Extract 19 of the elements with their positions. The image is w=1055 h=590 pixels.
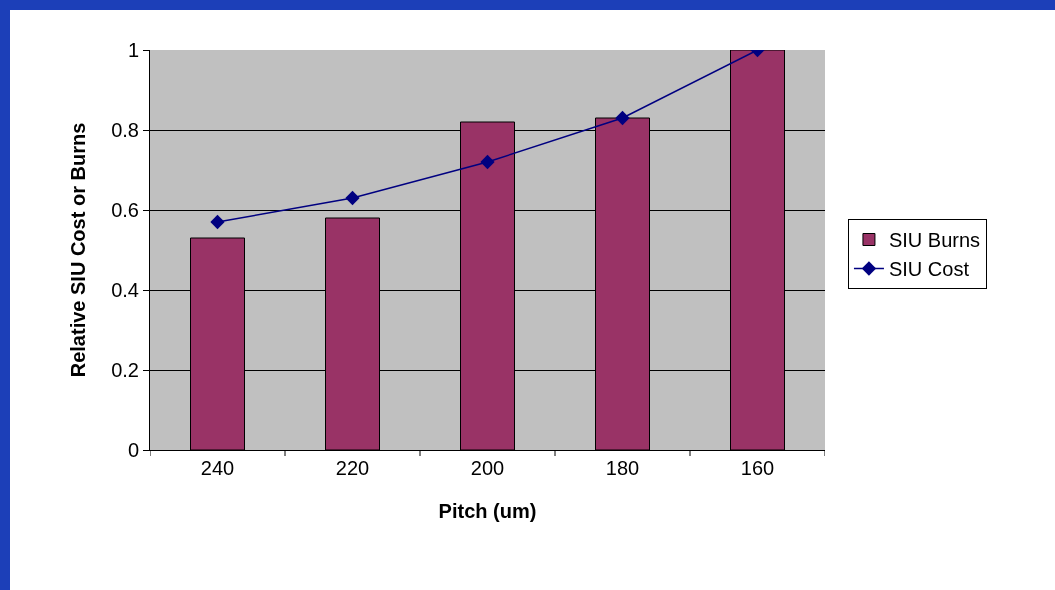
legend-label: SIU Cost	[888, 258, 970, 281]
point	[345, 190, 360, 206]
x-tick-label: 180	[605, 457, 640, 479]
point	[480, 154, 495, 170]
x-tick-label: 240	[200, 457, 235, 479]
y-tick-label: 0.8	[111, 119, 139, 141]
x-tick-label: 200	[470, 457, 505, 479]
point	[210, 214, 225, 230]
y-tick-label: 0.6	[111, 199, 139, 221]
y-axis-title: Relative SIU Cost or Burns	[66, 122, 89, 378]
x-axis-title: Pitch (um)	[438, 499, 537, 522]
y-tick-label: 0	[127, 439, 139, 461]
y-tick-label: 0.4	[111, 279, 139, 301]
y-tick-label: 1	[127, 39, 139, 61]
x-tick-label: 220	[335, 457, 370, 479]
legend-label: SIU Burns	[888, 229, 981, 252]
y-tick-label: 0.2	[111, 359, 139, 381]
point	[615, 110, 630, 126]
x-tick-label: 160	[740, 457, 775, 479]
